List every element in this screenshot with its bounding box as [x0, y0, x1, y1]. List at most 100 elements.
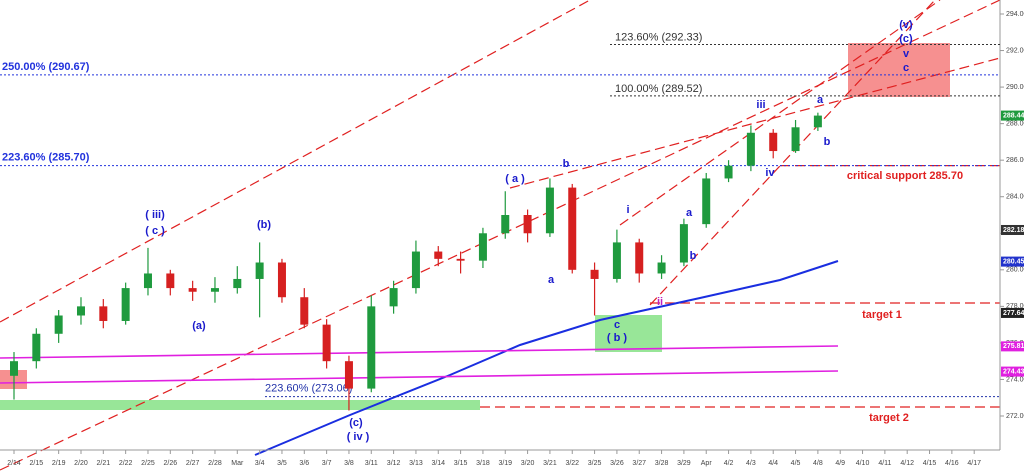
candle-body	[411, 251, 420, 289]
wave-label: a	[548, 274, 555, 286]
x-tick-label: 4/17	[967, 460, 981, 467]
x-tick-label: 3/5	[277, 460, 287, 467]
wave-label: b	[563, 158, 570, 170]
candle-body	[255, 262, 264, 279]
x-tick-label: 3/4	[255, 460, 265, 467]
x-tick-label: 3/21	[543, 460, 557, 467]
wave-label: ( iii)	[145, 209, 165, 221]
wave-label: (v)	[899, 19, 913, 31]
price-tag-label: 280.45	[1003, 258, 1024, 265]
wave-label: i	[626, 204, 629, 216]
wave-label: ( c )	[145, 225, 165, 237]
candle-body	[233, 278, 242, 289]
candle-body	[590, 269, 599, 279]
x-tick-label: Apr	[701, 460, 713, 467]
fib-label: 223.60% (273.06)	[265, 383, 352, 395]
candle-body	[188, 288, 197, 292]
x-tick-label: 2/15	[30, 460, 44, 467]
candle-body	[10, 361, 18, 376]
candle-body	[635, 242, 644, 274]
x-tick-label: Mar	[231, 460, 244, 467]
candle-body	[791, 127, 800, 152]
moving-average	[254, 260, 839, 456]
wave-label: (c)	[349, 417, 363, 429]
candle-body	[612, 242, 621, 279]
x-tick-label: 3/26	[610, 460, 624, 467]
candle-body	[32, 333, 41, 362]
candle-body	[99, 306, 108, 321]
annotation: target 1	[862, 309, 902, 321]
candle-body	[724, 165, 733, 179]
x-tick-label: 2/21	[97, 460, 111, 467]
x-tick-label: 4/4	[768, 460, 778, 467]
x-tick-label: 3/22	[565, 460, 579, 467]
x-tick-label: 2/22	[119, 460, 133, 467]
price-tag	[1001, 224, 1024, 235]
x-tick-label: 3/20	[521, 460, 535, 467]
x-tick-label: 3/11	[365, 460, 378, 467]
y-tick-label: 280.00	[1006, 267, 1024, 274]
price-tag	[1001, 366, 1024, 377]
x-tick-label: 3/27	[632, 460, 646, 467]
x-tick-label: 2/19	[52, 460, 66, 467]
candle-body	[657, 262, 666, 274]
x-tick-label: 4/16	[945, 460, 959, 467]
wave-label: (b)	[257, 219, 271, 231]
wave-b-zone	[595, 315, 662, 352]
price-tag-label: 282.18	[1003, 227, 1024, 234]
y-tick-label: 292.00	[1006, 47, 1024, 54]
x-tick-label: 3/12	[387, 460, 401, 467]
candle-body	[210, 288, 219, 292]
candle-body	[277, 262, 286, 298]
annotation: critical support 285.70	[847, 170, 963, 182]
fib-label: 123.60% (292.33)	[615, 31, 702, 43]
x-tick-label: 2/14	[7, 460, 21, 467]
x-tick-label: 3/7	[322, 460, 332, 467]
x-tick-label: 2/27	[186, 460, 200, 467]
y-tick-label: 288.00	[1006, 120, 1024, 127]
x-tick-label: 4/11	[878, 460, 891, 467]
y-tick-label: 278.00	[1006, 303, 1024, 310]
x-tick-label: 3/19	[498, 460, 512, 467]
x-tick-label: 4/10	[856, 460, 870, 467]
price-tag	[1001, 256, 1024, 267]
x-tick-label: 2/25	[141, 460, 155, 467]
price-tag-label: 288.44	[1003, 112, 1024, 119]
price-tag	[1001, 341, 1024, 352]
x-tick-label: 4/2	[724, 460, 734, 467]
candle-body	[568, 187, 577, 270]
x-tick-label: 4/5	[791, 460, 801, 467]
candle-body	[769, 132, 778, 152]
wave-label: iv	[765, 167, 775, 179]
wave-label: iii	[756, 99, 765, 111]
wave-label: c	[614, 319, 620, 331]
candle-body	[76, 306, 85, 316]
x-tick-label: 3/15	[454, 460, 468, 467]
fib-label: 100.00% (289.52)	[615, 83, 702, 95]
x-tick-label: 3/28	[655, 460, 669, 467]
wave-label: b	[824, 136, 831, 148]
candle-body	[389, 288, 398, 307]
x-tick-label: 4/8	[813, 460, 823, 467]
candle-body	[322, 324, 331, 362]
x-tick-label: 4/9	[835, 460, 845, 467]
wave-label: c	[903, 62, 909, 74]
channel-line	[0, 0, 1001, 471]
x-tick-label: 3/25	[588, 460, 602, 467]
candle-body	[702, 178, 711, 225]
wave-label: a	[686, 207, 693, 219]
wedge-line	[619, 0, 941, 226]
candle-body	[478, 233, 487, 261]
fib-label: 250.00% (290.67)	[2, 61, 90, 73]
wedge-line	[509, 57, 1001, 189]
candle-body	[545, 187, 554, 234]
candle-body	[121, 288, 130, 321]
candle-body	[344, 361, 353, 389]
support-zone	[0, 400, 480, 410]
x-tick-label: 4/3	[746, 460, 756, 467]
channel-line	[0, 0, 591, 323]
y-tick-label: 290.00	[1006, 84, 1024, 91]
moving-average	[0, 370, 839, 384]
wave-label: v	[903, 48, 910, 60]
target-zone	[848, 43, 950, 97]
